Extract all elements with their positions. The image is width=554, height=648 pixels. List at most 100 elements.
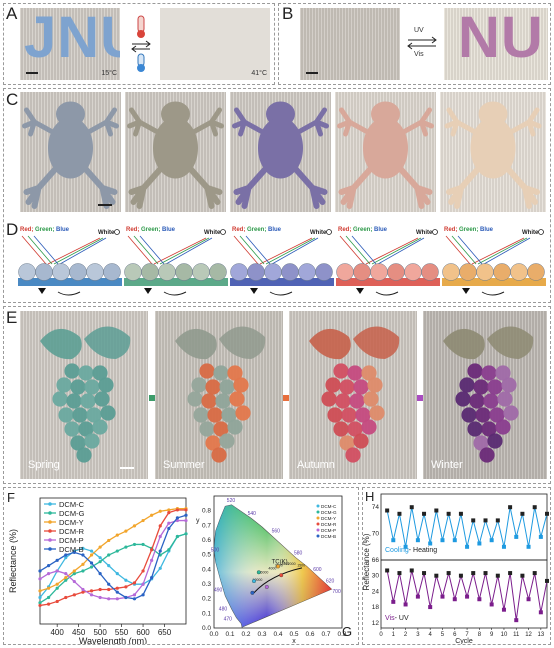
- frog-photo-1: [20, 92, 121, 212]
- x-tick-label: 0: [379, 632, 383, 638]
- data-point: [158, 524, 162, 528]
- legend-marker: [48, 502, 52, 506]
- grape-photo-autumn: Autumn: [289, 311, 417, 479]
- light-label: Red; Green; Blue: [126, 227, 176, 233]
- x-tick-label: 6: [453, 632, 457, 638]
- y-tick-label: 0.0: [202, 625, 211, 632]
- legend-label: Cooling- Heating: [385, 547, 437, 554]
- frog-shape: [230, 92, 331, 212]
- data-point: [115, 586, 119, 590]
- microsphere: [493, 263, 511, 281]
- jnu-fabric-hot-photo: 41°C: [160, 8, 270, 80]
- grape: [483, 393, 499, 409]
- frog-shape: [440, 92, 546, 212]
- legend-part: - UV: [395, 615, 409, 622]
- data-point: [81, 587, 85, 592]
- white-label: White: [522, 230, 539, 236]
- legend-marker: [316, 510, 320, 514]
- data-point: [72, 550, 76, 554]
- cycle-point: [428, 605, 433, 610]
- cycle-point: [477, 597, 482, 602]
- grape: [501, 377, 517, 393]
- reflected-ray: [483, 237, 531, 265]
- plot-frame: [39, 497, 187, 625]
- grape: [327, 407, 343, 423]
- cycle-point: [514, 534, 519, 539]
- microsphere: [404, 263, 422, 281]
- x-axis-label: Cycle: [455, 638, 473, 644]
- arrow-icon: [283, 395, 291, 401]
- data-point: [64, 595, 68, 600]
- light-label-part: Blue: [162, 227, 176, 233]
- panel-a: [3, 3, 275, 85]
- cycle-point: [526, 544, 531, 549]
- y-tick-label: 24: [372, 588, 380, 595]
- microsphere: [247, 263, 265, 281]
- grape: [333, 363, 349, 379]
- microsphere: [370, 263, 388, 281]
- x-tick-label: 3: [416, 632, 420, 638]
- incident-ray: [233, 235, 259, 265]
- data-point: [150, 513, 154, 517]
- data-point: [38, 569, 42, 573]
- cct-label: 1500: [297, 563, 305, 567]
- data-point: [115, 597, 119, 601]
- grape: [333, 421, 349, 437]
- cycle-point: [545, 511, 549, 516]
- data-point: [81, 553, 85, 557]
- grape: [58, 407, 74, 423]
- light-label-part: Red;: [338, 227, 353, 233]
- legend-marker: [316, 528, 320, 532]
- panel-label-b: B: [282, 4, 294, 23]
- grape: [455, 391, 471, 407]
- grape: [481, 365, 497, 381]
- grape: [479, 447, 495, 463]
- x-tick-label: 4: [429, 632, 433, 638]
- x-tick-label: 500: [93, 628, 107, 637]
- cycle-point: [422, 571, 427, 576]
- grape: [235, 405, 251, 421]
- grape: [349, 393, 365, 409]
- light-label-part: Green;: [353, 227, 374, 233]
- data-point: [141, 542, 145, 547]
- season-label-autumn: Autumn: [297, 459, 335, 471]
- data-point: [124, 529, 128, 533]
- chromaticity-point: [276, 564, 280, 569]
- legend-label: Vis- UV: [385, 615, 409, 622]
- legend-marker: [316, 534, 320, 538]
- data-point: [167, 508, 171, 512]
- series-line-dcm-g: [39, 533, 187, 604]
- legend-label: DCM-Y: [59, 518, 84, 527]
- reflected-ray: [365, 237, 419, 265]
- grape: [70, 435, 86, 451]
- frog-photo-2: [125, 92, 226, 212]
- legend-marker: [48, 511, 52, 515]
- cycle-point: [483, 571, 488, 576]
- cycle-point: [526, 597, 531, 602]
- data-point: [64, 572, 68, 576]
- light-label-part: Blue: [56, 227, 70, 233]
- reflected-ray: [47, 237, 101, 265]
- grape-pattern: [309, 326, 400, 463]
- legend-part: Vis: [385, 615, 395, 622]
- x-axis-label: Wavelength (nm): [79, 636, 147, 644]
- data-point: [107, 538, 111, 543]
- cct-label: 6000: [260, 571, 268, 575]
- grape: [215, 393, 231, 409]
- data-point: [46, 595, 51, 600]
- pointer-icon: [250, 288, 258, 294]
- grape: [361, 419, 377, 435]
- grape: [353, 379, 369, 395]
- scale-bar: [98, 204, 112, 206]
- data-point: [89, 565, 94, 569]
- legend-label: DCM-C: [321, 504, 337, 509]
- legend-label: DCM-P: [59, 536, 84, 545]
- incident-ray: [457, 235, 483, 265]
- x-tick-label: 0.6: [305, 631, 314, 638]
- microsphere: [421, 263, 439, 281]
- microsphere: [264, 263, 282, 281]
- grape: [469, 393, 485, 409]
- legend-part: - Heating: [409, 547, 438, 554]
- cycle-point: [391, 599, 396, 604]
